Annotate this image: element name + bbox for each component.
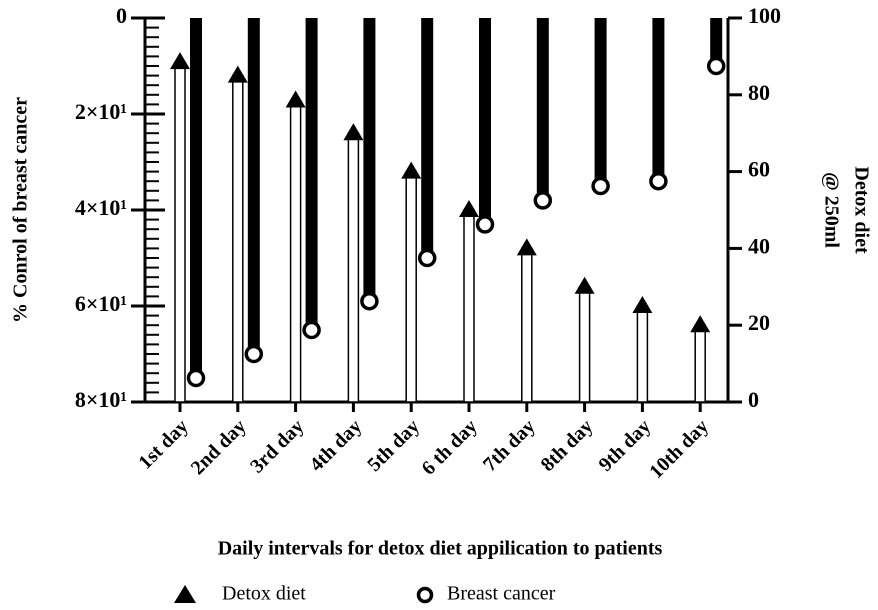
triangle-marker [401, 161, 422, 179]
bar [521, 247, 533, 403]
bar [594, 18, 607, 186]
bar [421, 18, 434, 258]
x-tick-label: 1st day [134, 415, 192, 473]
bar [652, 18, 665, 182]
legend-marker [416, 586, 434, 604]
y2-tick-label: 60 [748, 157, 770, 182]
bar [405, 170, 417, 403]
bar [479, 18, 491, 225]
x-tick-label: 5th day [363, 415, 424, 476]
x-tick-label: 6 th day [418, 415, 482, 479]
x-tick-label: 10th day [645, 415, 713, 483]
y-tick-label: 0 [116, 3, 127, 28]
circle-marker [186, 368, 206, 388]
triangle-marker [459, 200, 479, 217]
bar [463, 209, 475, 403]
triangle-marker [343, 123, 364, 141]
triangle-marker [170, 52, 190, 70]
y2-axis-title: Detox diet [850, 166, 872, 254]
triangle-marker [285, 90, 306, 108]
triangle-marker [227, 65, 248, 83]
x-tick-label: 8th day [537, 415, 598, 476]
circle-marker [591, 176, 610, 196]
x-axis-title: Daily intervals for detox diet appilicat… [218, 538, 663, 560]
bar [289, 99, 302, 403]
y-tick-label: 4×10¹ [75, 195, 127, 220]
triangle-marker [632, 296, 653, 313]
circle-marker [302, 320, 321, 340]
y2-axis-title: @ 250ml [820, 172, 842, 248]
bar [247, 18, 260, 354]
legend-marker [174, 585, 196, 603]
x-tick-label: 2nd day [187, 415, 251, 479]
y2-tick-label: 40 [748, 233, 770, 258]
bar [694, 324, 706, 403]
legend-label: Detox diet [222, 583, 306, 605]
y2-tick-label: 20 [748, 310, 770, 335]
y2-tick-label: 80 [748, 80, 770, 105]
bar [174, 61, 186, 403]
circle-marker [475, 215, 495, 234]
legend-label: Breast cancer [447, 583, 556, 605]
y2-tick-label: 0 [748, 387, 759, 412]
circle-marker [706, 56, 726, 76]
y-tick-label: 8×10¹ [75, 387, 127, 412]
triangle-marker [516, 238, 537, 256]
x-tick-label: 7th day [479, 415, 540, 476]
y-tick-label: 2×10¹ [75, 99, 127, 124]
triangle-marker [574, 276, 595, 294]
bar [536, 18, 549, 201]
bar [347, 132, 360, 403]
bar [578, 286, 591, 403]
bar [305, 18, 318, 330]
triangle-marker [690, 315, 711, 333]
circle-marker [417, 248, 437, 268]
y2-tick-label: 100 [748, 3, 781, 28]
circle-marker [533, 191, 553, 210]
bar [710, 18, 723, 66]
bar [363, 18, 376, 302]
bar [232, 74, 244, 403]
bar [190, 18, 202, 378]
circle-marker [244, 344, 264, 364]
y-axis-title: % Conrol of breast cancer [10, 97, 32, 323]
bar [636, 305, 649, 403]
circle-marker [649, 171, 668, 191]
y-tick-label: 6×10¹ [75, 291, 127, 316]
x-tick-label: 3rd day [246, 415, 308, 477]
circle-marker [360, 291, 379, 311]
x-tick-label: 4th day [305, 415, 366, 476]
